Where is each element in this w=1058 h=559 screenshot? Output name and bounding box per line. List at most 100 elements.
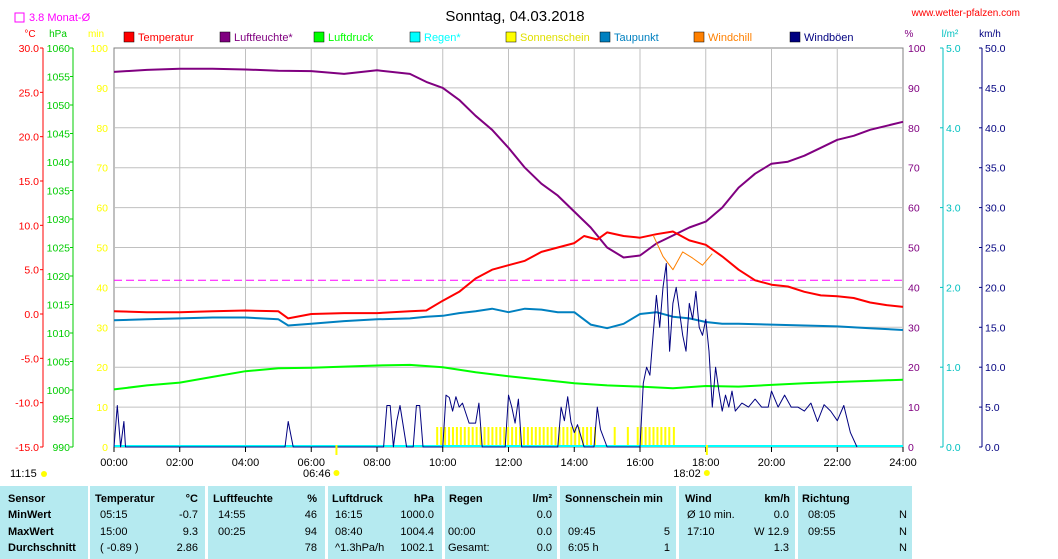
rain-value: 0.0 — [536, 542, 552, 554]
temp-value: 2.86 — [176, 542, 198, 554]
table-column — [679, 486, 795, 559]
table-header: Sensor — [8, 493, 46, 505]
direction-time: 09:55 — [808, 526, 836, 538]
pressure-tick: 1040 — [47, 157, 71, 169]
temp-tick: 30.0 — [19, 43, 40, 55]
wind-tick: 35.0 — [985, 163, 1006, 175]
pressure-time: 08:40 — [335, 526, 363, 538]
table-header: Wind — [685, 493, 712, 505]
table-column — [0, 486, 88, 559]
wind-tick: 15.0 — [985, 322, 1006, 334]
sunshine-bar — [515, 427, 518, 447]
sunshine-bar — [522, 427, 525, 447]
sunshine-time: 6:05 h — [568, 542, 599, 554]
sunshine-bar — [503, 427, 506, 447]
temp-unit-label: °C — [24, 29, 35, 40]
sunshine-bar — [542, 427, 545, 447]
legend-swatch — [599, 31, 611, 43]
minutes-tick: 70 — [96, 163, 108, 175]
temp-tick: 15.0 — [19, 176, 40, 188]
humidity-value: 78 — [304, 542, 317, 554]
sunshine-bar — [574, 427, 577, 447]
sunshine-time: 09:45 — [568, 526, 596, 538]
legend-entry: Taupunkt — [614, 32, 659, 44]
sunshine-bar — [664, 427, 667, 447]
pressure-value: 1000.0 — [400, 509, 434, 521]
sunshine-bar — [546, 427, 549, 447]
pressure-series — [113, 363, 904, 391]
temperature-series — [113, 230, 904, 320]
table-header: % — [307, 493, 317, 505]
rain-time: Gesamt: — [448, 542, 490, 554]
temp-tick: 20.0 — [19, 132, 40, 144]
wind-gust-series — [113, 263, 858, 448]
minutes-tick: 90 — [96, 83, 108, 95]
temp-time: 15:00 — [100, 526, 128, 538]
legend-entry: Regen* — [424, 32, 461, 44]
sunshine-bar — [451, 427, 454, 447]
stats-table: Sensor Temperatur °C Luftfeuchte% Luftdruck h… — [0, 486, 1058, 559]
table-row-label: MaxWert — [8, 526, 54, 538]
sunshine-bar — [479, 427, 482, 447]
table-row-label: Durchschnitt — [8, 542, 76, 554]
wind-value: W 12.9 — [754, 526, 789, 538]
sunshine-bar — [463, 427, 466, 447]
rain-tick: 1.0 — [946, 362, 961, 374]
pressure-tick: 1010 — [47, 328, 71, 340]
humidity-tick: 40 — [908, 282, 920, 294]
table-header: Luftfeuchte — [213, 493, 273, 505]
wind-tick: 50.0 — [985, 43, 1006, 55]
minutes-tick: 20 — [96, 362, 108, 374]
humidity-time: 14:55 — [218, 509, 246, 521]
temp-tick: -10.0 — [15, 398, 39, 410]
wind-tick: 0.0 — [985, 442, 1000, 454]
table-header: Regen — [449, 493, 483, 505]
rain-value: 0.0 — [536, 509, 552, 521]
sunshine-bar — [495, 427, 498, 447]
sunshine-bar — [586, 427, 589, 447]
table-header: Luftdruck — [332, 493, 383, 505]
pressure-tick: 995 — [52, 414, 70, 426]
humidity-time: 00:25 — [218, 526, 246, 538]
sunshine-bar — [668, 427, 671, 447]
rain-tick: 0.0 — [946, 442, 961, 454]
sunshine-bar — [534, 427, 537, 447]
sunshine-bar — [467, 427, 470, 447]
temp-value: 9.3 — [182, 526, 198, 538]
sunshine-bar — [562, 427, 565, 447]
sunshine-bar — [613, 427, 616, 447]
sunshine-bar — [636, 427, 639, 447]
sunshine-bar — [459, 427, 462, 447]
x-tick-label: 14:00 — [560, 457, 588, 469]
minutes-tick: 40 — [96, 282, 108, 294]
wind-value: 1.3 — [773, 542, 789, 554]
temp-time: 05:15 — [100, 509, 128, 521]
sunshine-bar — [526, 427, 529, 447]
humidity-value: 46 — [304, 509, 317, 521]
wind-tick: 45.0 — [985, 83, 1006, 95]
sunshine-bar — [578, 427, 581, 447]
monthly-avg-marker — [14, 12, 25, 23]
wind-tick: 20.0 — [985, 282, 1006, 294]
humidity-tick: 20 — [908, 362, 920, 374]
humidity-unit-label: % — [905, 29, 914, 40]
temp-tick: 0.0 — [24, 309, 39, 321]
sunshine-bar — [538, 427, 541, 447]
direction-value: N — [899, 542, 907, 554]
temp-tick: -15.0 — [15, 442, 39, 454]
wind-tick: 30.0 — [985, 203, 1006, 215]
pressure-tick: 1050 — [47, 100, 71, 112]
humidity-tick: 80 — [908, 123, 920, 135]
x-tick-label: 22:00 — [823, 457, 851, 469]
table-header: km/h — [764, 493, 790, 505]
humidity-value: 94 — [304, 526, 317, 538]
sunshine-bar — [487, 427, 490, 447]
table-column — [90, 486, 205, 559]
minutes-tick: 100 — [90, 43, 108, 55]
pressure-tick: 1030 — [47, 214, 71, 226]
chart-title: Sonntag, 04.03.2018 — [445, 8, 584, 25]
rain-tick: 3.0 — [946, 203, 961, 215]
legend-swatch — [219, 31, 231, 43]
sunshine-bar — [626, 427, 629, 447]
rain-value: 0.0 — [536, 526, 552, 538]
